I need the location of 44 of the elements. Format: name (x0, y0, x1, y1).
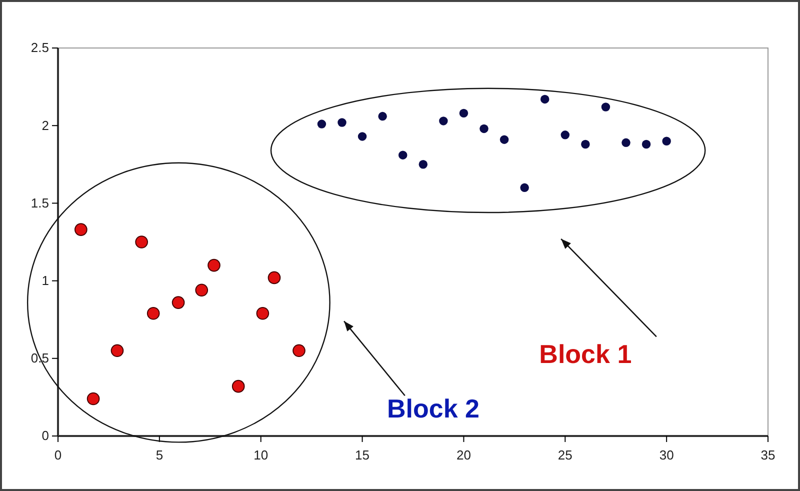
x-tick-label: 35 (760, 447, 776, 462)
y-tick-label: 2.5 (30, 40, 49, 56)
point (378, 112, 387, 121)
point (418, 160, 428, 169)
point (358, 132, 367, 141)
point (601, 102, 610, 112)
y-tick-label: 0 (42, 428, 49, 444)
point (268, 271, 281, 284)
point (459, 108, 468, 118)
x-tick-label: 15 (355, 447, 370, 462)
point (74, 223, 88, 236)
y-tick-label: 1.5 (30, 195, 49, 210)
point (500, 135, 509, 144)
point (520, 183, 529, 192)
point (540, 94, 550, 104)
point (622, 138, 630, 148)
point (439, 116, 448, 126)
point (292, 344, 306, 358)
point (662, 136, 671, 146)
y-tick-label: 1 (42, 272, 49, 288)
point (110, 344, 124, 358)
x-tick-label: 0 (54, 447, 62, 462)
point (642, 140, 651, 149)
x-tick-label: 5 (156, 447, 164, 462)
point (581, 140, 590, 149)
point (208, 258, 220, 272)
point (256, 306, 270, 320)
point (560, 130, 570, 140)
point (398, 150, 408, 160)
point (146, 306, 160, 320)
point (338, 118, 346, 127)
annotation: Block 2 (387, 393, 480, 424)
x-tick-label: 20 (456, 447, 471, 462)
point (232, 380, 245, 393)
x-tick-label: 25 (558, 447, 572, 462)
point (480, 124, 488, 134)
point (135, 236, 148, 248)
y-tick-label: 2 (42, 118, 49, 133)
point (195, 284, 208, 297)
annotation: Block 1 (539, 339, 632, 370)
x-tick-label: 10 (254, 447, 268, 462)
x-tick-label: 30 (659, 447, 674, 462)
point (86, 392, 100, 406)
point (317, 120, 326, 128)
